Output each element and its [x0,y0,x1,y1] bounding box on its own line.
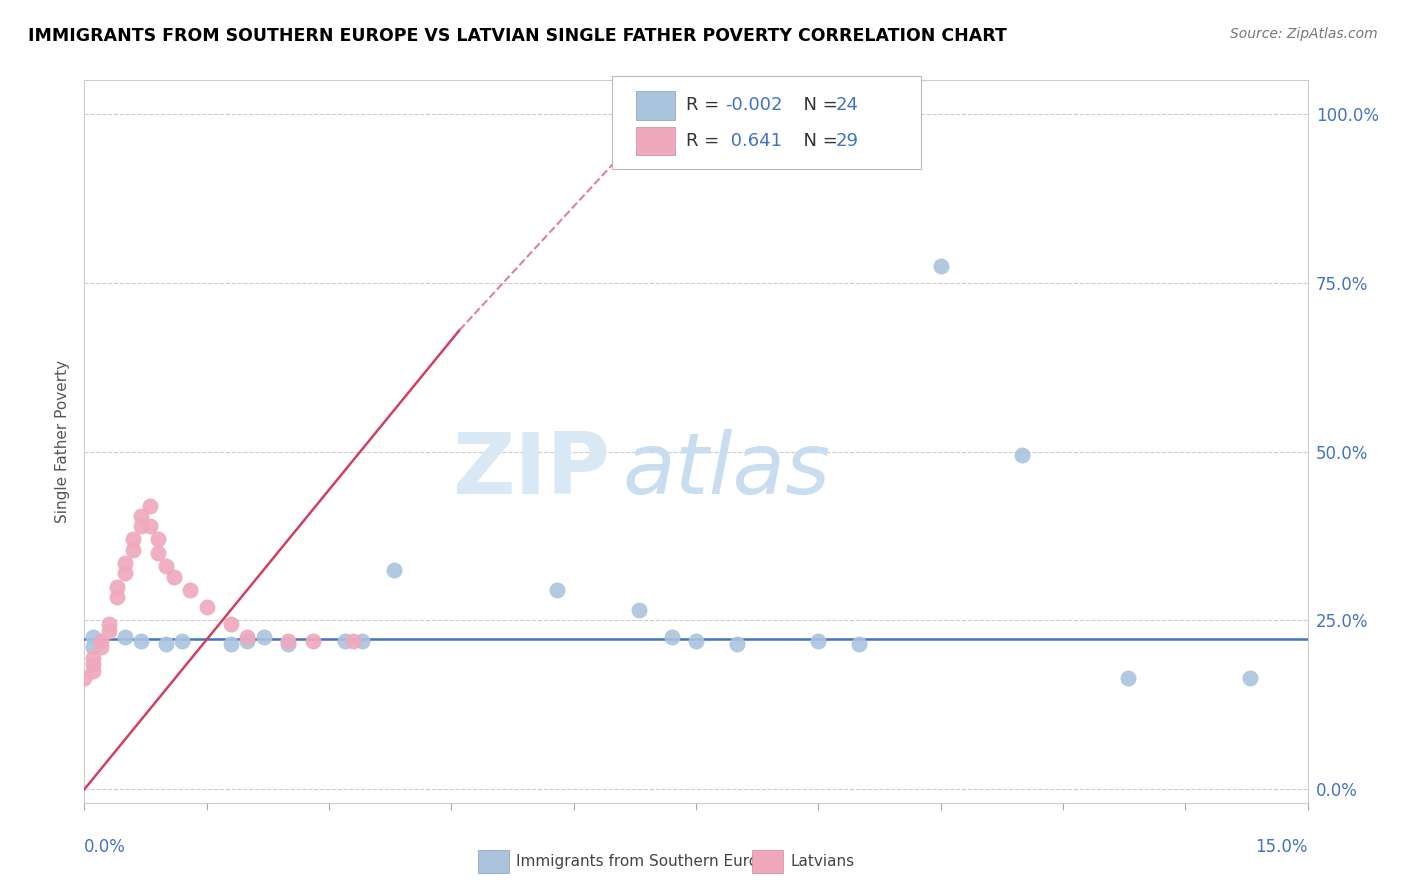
Text: N =: N = [792,132,844,150]
Text: Immigrants from Southern Europe: Immigrants from Southern Europe [516,855,778,869]
Text: 0.641: 0.641 [725,132,783,150]
Text: 24: 24 [835,96,858,114]
Point [179,583,201,598]
Point [1239,671,1261,685]
Point [138,499,160,513]
Point [172,633,194,648]
Point [277,637,299,651]
Text: Source: ZipAtlas.com: Source: ZipAtlas.com [1230,27,1378,41]
Text: 0.0%: 0.0% [84,838,127,855]
Point [114,566,136,581]
Text: N =: N = [792,96,844,114]
Point [82,631,104,645]
Point [82,664,104,678]
Point [546,583,568,598]
Point [382,563,405,577]
Point [350,633,373,648]
Point [105,580,128,594]
Y-axis label: Single Father Poverty: Single Father Poverty [55,360,70,523]
Point [82,640,104,655]
Point [90,633,112,648]
Point [114,556,136,570]
Point [114,631,136,645]
Point [219,616,242,631]
Point [277,633,299,648]
Point [219,637,242,651]
Point [105,590,128,604]
Point [807,633,830,648]
Point [253,631,276,645]
Point [122,542,145,557]
Point [1116,671,1139,685]
Text: ZIP: ZIP [453,429,610,512]
Point [335,633,357,648]
Point [685,633,707,648]
Point [848,637,870,651]
Point [342,633,364,648]
Point [131,633,153,648]
Point [155,637,177,651]
Point [82,650,104,665]
Point [146,533,169,547]
Point [82,657,104,672]
Point [661,631,683,645]
Text: Latvians: Latvians [790,855,855,869]
Point [627,603,650,617]
Point [236,631,259,645]
Text: 15.0%: 15.0% [1256,838,1308,855]
Point [138,519,160,533]
Point [131,508,153,523]
Point [90,640,112,655]
Point [725,637,748,651]
Point [236,633,259,648]
Point [1011,448,1033,462]
Text: 29: 29 [835,132,858,150]
Point [163,569,186,583]
Text: R =: R = [686,96,725,114]
Point [155,559,177,574]
Point [146,546,169,560]
Point [122,533,145,547]
Point [97,616,120,631]
Point [301,633,323,648]
Point [131,519,153,533]
Point [929,259,952,273]
Text: -0.002: -0.002 [725,96,783,114]
Text: R =: R = [686,132,725,150]
Text: atlas: atlas [623,429,831,512]
Point [73,671,96,685]
Point [97,624,120,638]
Point [195,599,218,614]
Text: IMMIGRANTS FROM SOUTHERN EUROPE VS LATVIAN SINGLE FATHER POVERTY CORRELATION CHA: IMMIGRANTS FROM SOUTHERN EUROPE VS LATVI… [28,27,1007,45]
